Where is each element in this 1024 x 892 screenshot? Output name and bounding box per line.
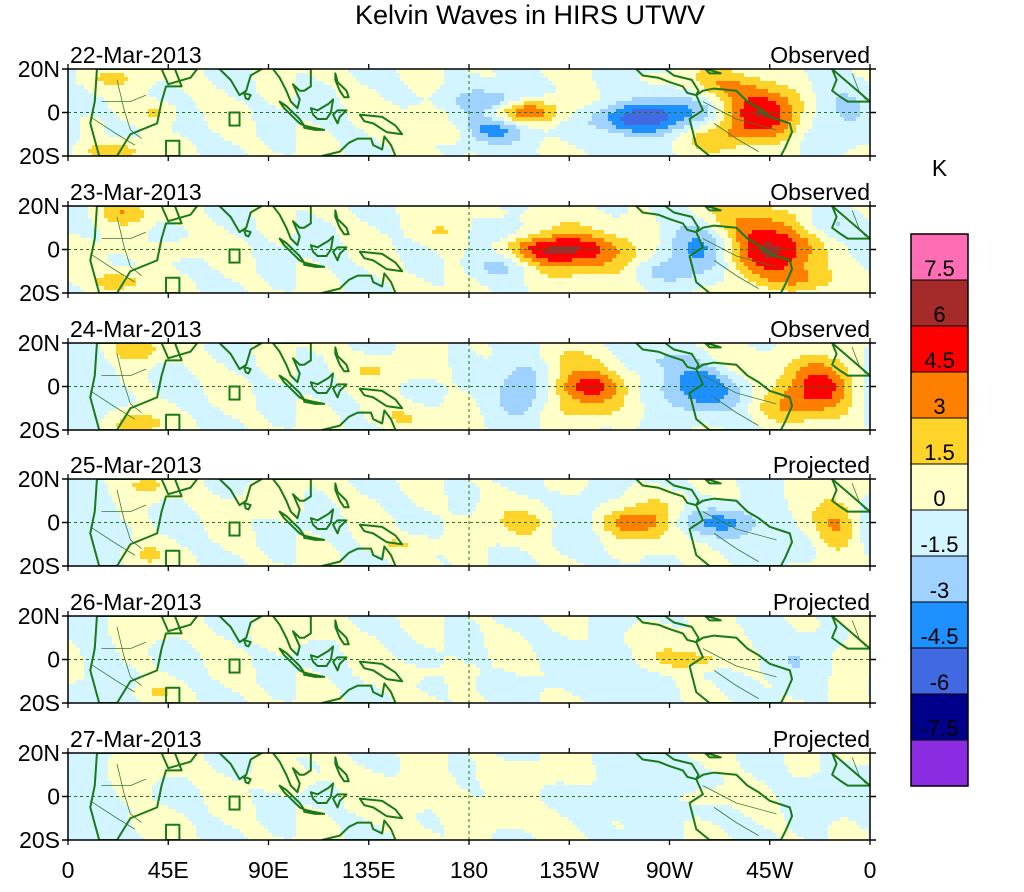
colorbar-unit: K [932,155,948,181]
y-tick-label: 0 [47,100,60,126]
y-tick-label: 20S [19,553,60,579]
colorbar-label: -7.5 [921,716,959,741]
colorbar-label: 0 [933,486,945,511]
colorbar-label: -3 [930,578,950,603]
anomaly-field [68,479,873,568]
panel-date: 24-Mar-2013 [70,316,202,342]
colorbar-label: 4.5 [924,348,955,373]
anomaly-field [68,206,873,295]
panel-date: 26-Mar-2013 [70,589,202,615]
y-tick-label: 20N [18,740,60,766]
x-tick-label: 0 [864,857,877,883]
panel-date: 27-Mar-2013 [70,726,202,752]
colorbar-label: -4.5 [921,624,959,649]
map-panel: 20N 0 20S 25-Mar-2013 Projected [18,452,876,579]
map-panel: 20N 0 20S 27-Mar-2013 Projected [18,726,876,853]
y-tick-label: 20N [18,193,60,219]
y-tick-label: 0 [47,784,60,810]
anomaly-field [68,753,873,842]
x-tick-label: 180 [450,857,488,883]
panel-status-label: Projected [773,589,870,615]
panel-date: 23-Mar-2013 [70,179,202,205]
anomaly-field [68,343,873,432]
y-tick-label: 20S [19,690,60,716]
x-tick-label: 135E [342,857,396,883]
chart-title: Kelvin Waves in HIRS UTWV [355,0,705,30]
colorbar-swatch [911,740,968,786]
colorbar-label: -6 [930,670,950,695]
panel-date: 25-Mar-2013 [70,452,202,478]
y-tick-label: 0 [47,374,60,400]
x-tick-label: 135W [539,857,599,883]
map-panel: 20N 0 20S 24-Mar-2013 Observed [18,316,876,443]
anomaly-field [68,69,873,158]
colorbar-label: 7.5 [924,256,955,281]
y-tick-label: 0 [47,510,60,536]
x-tick-label: 90E [248,857,289,883]
map-panel: 20N 0 20S 22-Mar-2013 Observed [18,42,876,169]
y-tick-label: 20S [19,827,60,853]
panel-status-label: Observed [770,316,870,342]
map-panel: 20N 0 20S 26-Mar-2013 Projected [18,589,876,716]
x-tick-label: 45W [746,857,794,883]
panel-status-label: Observed [770,42,870,68]
y-tick-label: 20S [19,280,60,306]
colorbar-label: 6 [933,302,945,327]
y-tick-label: 0 [47,237,60,263]
y-tick-label: 20N [18,56,60,82]
colorbar-label: 1.5 [924,440,955,465]
y-tick-label: 20S [19,417,60,443]
y-tick-label: 20N [18,466,60,492]
y-tick-label: 20N [18,330,60,356]
map-panel: 20N 0 20S 23-Mar-2013 Observed [18,179,876,306]
panel-date: 22-Mar-2013 [70,42,202,68]
y-tick-label: 20S [19,143,60,169]
y-tick-label: 20N [18,603,60,629]
colorbar-label: -1.5 [921,532,959,557]
colorbar-label: 3 [933,394,945,419]
y-tick-label: 0 [47,647,60,673]
anomaly-field [68,616,873,705]
panel-status-label: Projected [773,726,870,752]
x-tick-label: 0 [62,857,75,883]
x-tick-label: 45E [148,857,189,883]
x-tick-label: 90W [646,857,694,883]
panel-status-label: Observed [770,179,870,205]
panel-status-label: Projected [773,452,870,478]
